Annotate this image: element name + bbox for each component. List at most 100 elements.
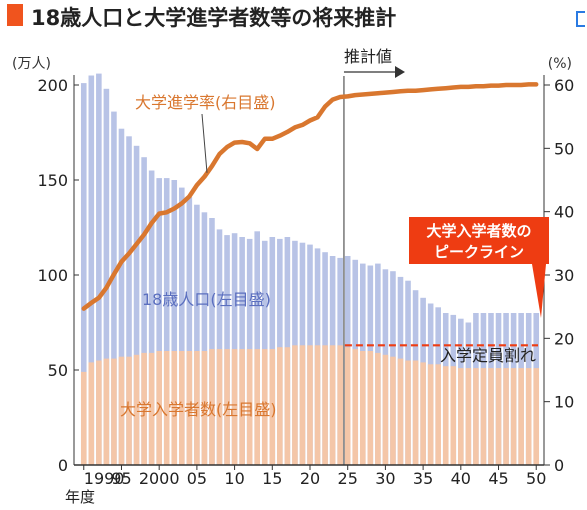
- population-bar: [111, 111, 117, 465]
- enrollment-bar: [359, 351, 366, 465]
- peak-callout-box: [409, 217, 549, 264]
- enrollment-bar: [405, 360, 411, 465]
- x-tick-label: 2000: [139, 469, 180, 488]
- enrollment-bar: [322, 345, 328, 465]
- x-tick-label: 95: [111, 469, 131, 488]
- population-bar: [209, 218, 215, 465]
- left-tick-label: 50: [48, 361, 68, 380]
- enrollment-bar: [367, 351, 374, 465]
- enrollment-bar: [420, 362, 426, 465]
- enrollment-bar: [435, 364, 441, 465]
- left-axis-unit: (万人): [12, 56, 51, 72]
- enrollment-bar: [171, 351, 178, 465]
- enrollment-bar: [141, 352, 147, 465]
- rate-label-leader: [201, 113, 208, 173]
- rate-line: [81, 82, 539, 311]
- right-tick-label: 30: [554, 266, 574, 285]
- right-tick-label: 60: [554, 76, 574, 95]
- enrollment-bar: [488, 368, 494, 465]
- peak-callout-line2: ピークライン: [434, 243, 524, 261]
- enrollment-bar: [118, 356, 125, 465]
- enrollment-bar: [111, 358, 117, 465]
- enrollment-bar: [510, 368, 517, 465]
- peak-callout-line1: 大学入学者数の: [426, 222, 531, 240]
- population-bar: [194, 204, 200, 465]
- left-tick-label: 150: [37, 171, 68, 190]
- chart-title: 18歳人口と大学進学者数等の将来推計: [31, 6, 397, 30]
- enrollment-bar: [163, 351, 170, 465]
- x-tick-label: 05: [187, 469, 207, 488]
- enrollment-bar: [148, 352, 155, 465]
- enrollment-bar: [480, 368, 487, 465]
- right-tick-label: 50: [554, 139, 574, 158]
- enrollment-bar: [329, 345, 336, 465]
- population-bar: [118, 128, 125, 465]
- enrollment-bar: [465, 368, 472, 465]
- x-tick-label: 15: [262, 469, 282, 488]
- population-bar: [186, 197, 193, 465]
- population-series-label: 18歳人口(左目盛): [142, 290, 271, 309]
- population-bar: [163, 178, 170, 465]
- enrollment-bar: [284, 347, 291, 465]
- enrollment-bar: [473, 368, 479, 465]
- enrollment-bar: [533, 368, 540, 465]
- enrollment-bar: [277, 347, 283, 465]
- enrollment-bar: [133, 354, 140, 465]
- enrollment-bar: [292, 345, 298, 465]
- enrollment-bar: [156, 351, 162, 465]
- peak-callout-pointer: [532, 264, 546, 318]
- enrollment-bar: [261, 349, 268, 465]
- external-link-icon[interactable]: [573, 10, 585, 28]
- right-tick-label: 20: [554, 329, 574, 348]
- chart-header: 18歳人口と大学進学者数等の将来推計: [0, 0, 587, 34]
- enrollment-bar: [201, 351, 208, 465]
- enrollment-bar: [179, 351, 185, 465]
- enrollment-bar: [216, 349, 223, 465]
- x-tick-label: 1990: [84, 469, 125, 488]
- x-tick-label: 10: [224, 469, 244, 488]
- enrollment-bar: [344, 347, 351, 465]
- enrollment-bar: [126, 356, 132, 465]
- enrollment-bar: [254, 349, 261, 465]
- enrollment-bar: [231, 349, 238, 465]
- enrollment-bar: [103, 358, 110, 465]
- x-axis-unit: 年度: [65, 488, 95, 506]
- enrollment-bar: [390, 356, 396, 465]
- right-tick-label: 10: [554, 393, 574, 412]
- x-tick-label: 20: [300, 469, 320, 488]
- population-bar: [201, 212, 208, 465]
- population-bar: [88, 75, 95, 465]
- population-bar: [156, 178, 162, 465]
- enrollment-bar: [299, 345, 306, 465]
- projection-label: 推計値: [344, 47, 392, 66]
- x-tick-label: 30: [375, 469, 395, 488]
- right-axis-unit: (%): [548, 56, 572, 72]
- enrollment-bar: [458, 368, 464, 465]
- enrollment-bar: [518, 368, 524, 465]
- enrollment-bar: [427, 364, 434, 465]
- enrollment-bar: [337, 345, 343, 465]
- x-tick-label: 50: [526, 469, 546, 488]
- enrollment-bar: [88, 362, 95, 465]
- enrollment-bar: [307, 345, 313, 465]
- capacity-line-label: 入学定員割れ: [440, 346, 536, 365]
- population-bar: [96, 73, 102, 465]
- population-bar: [133, 145, 140, 466]
- x-tick-label: 40: [451, 469, 471, 488]
- title-marker: [7, 4, 23, 26]
- enrollment-bar: [352, 349, 359, 465]
- left-tick-label: 0: [58, 456, 68, 475]
- population-bar: [216, 229, 223, 465]
- enrollment-bar: [224, 349, 230, 465]
- population-bar: [80, 83, 87, 465]
- x-tick-label: 45: [488, 469, 508, 488]
- left-tick-label: 100: [37, 266, 68, 285]
- enrollment-bar: [80, 371, 87, 465]
- enrollment-bar: [525, 368, 532, 465]
- enrollment-bar: [397, 358, 404, 465]
- enrollment-bar: [209, 349, 215, 465]
- right-tick-label: 40: [554, 203, 574, 222]
- enrollment-bar: [503, 368, 509, 465]
- enrollment-bar: [246, 349, 253, 465]
